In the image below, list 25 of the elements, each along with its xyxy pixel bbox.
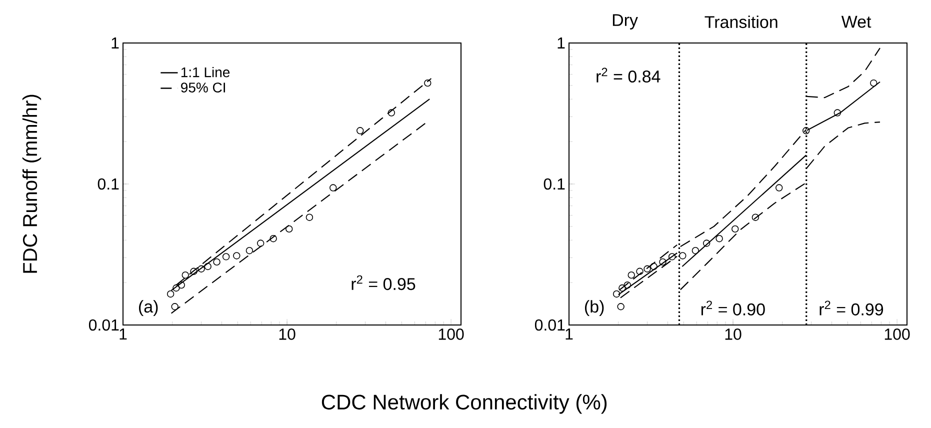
legend-label: 1:1 Line bbox=[181, 66, 230, 78]
x-tick-label: 1 bbox=[566, 328, 573, 340]
x-tick-label: 100 bbox=[438, 328, 464, 340]
y-tick-label: 1 bbox=[558, 37, 565, 49]
y-tick-label: 0.01 bbox=[534, 319, 565, 331]
x-tick-label: 10 bbox=[725, 328, 742, 340]
x-tick-label: 10 bbox=[279, 328, 296, 340]
y-tick-label: 0.1 bbox=[98, 178, 119, 190]
annotation: r$^{2}$ = 0.99 bbox=[820, 300, 884, 316]
annotation: r$^{2}$ = 0.95 bbox=[352, 275, 416, 290]
y-axis-title: FDC Runoff (mm/hr) bbox=[22, 94, 42, 273]
legend-label: 95% CI bbox=[181, 82, 225, 92]
annotation: r$^{2}$ = 0.84 bbox=[596, 68, 660, 83]
x-tick-label: 1 bbox=[120, 328, 127, 340]
y-tick-label: 1 bbox=[112, 37, 119, 49]
y-tick-label: 0.1 bbox=[544, 178, 565, 190]
x-tick-label: 100 bbox=[884, 328, 910, 340]
text: Wet bbox=[841, 16, 872, 28]
x-axis-title: CDC Network Connectivity (%) bbox=[322, 394, 607, 414]
annotation: (b) bbox=[585, 300, 604, 316]
text: Dry bbox=[612, 14, 638, 30]
text: Transition bbox=[704, 16, 778, 28]
annotation: (a) bbox=[139, 300, 158, 316]
annotation: r$^{2}$ = 0.90 bbox=[701, 300, 765, 316]
y-tick-label: 0.01 bbox=[88, 319, 119, 331]
